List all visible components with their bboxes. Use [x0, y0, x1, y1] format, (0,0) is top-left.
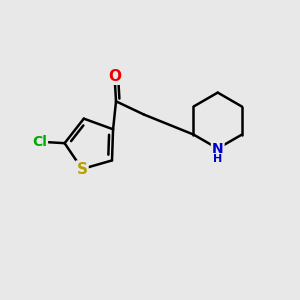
Text: N: N	[212, 142, 224, 155]
Text: H: H	[213, 154, 222, 164]
Text: O: O	[108, 69, 121, 84]
Text: S: S	[76, 161, 88, 176]
Text: Cl: Cl	[32, 135, 47, 149]
